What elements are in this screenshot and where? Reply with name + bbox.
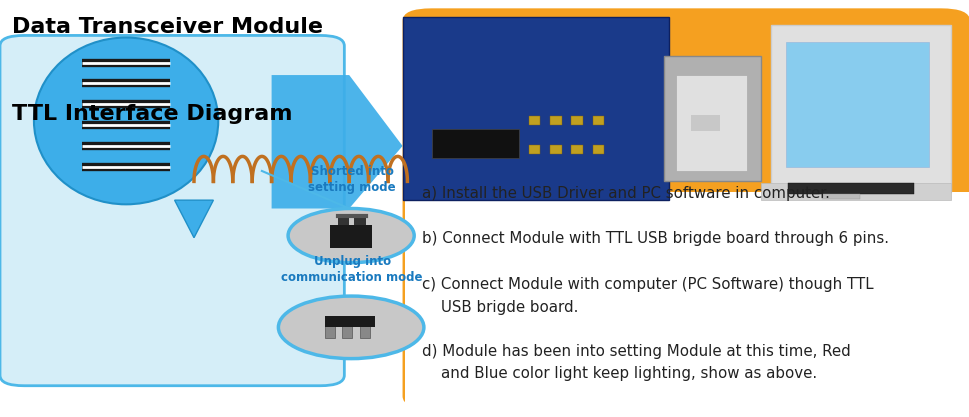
Bar [337, 215, 349, 225]
Bar [325, 316, 375, 327]
Bar [329, 225, 372, 248]
Bar [770, 25, 950, 192]
Bar [592, 145, 604, 154]
Bar [592, 116, 604, 125]
Bar [690, 115, 719, 131]
Bar [342, 317, 352, 338]
Text: b) Connect Module with TTL USB brigde board through 6 pins.: b) Connect Module with TTL USB brigde bo… [422, 231, 888, 246]
Bar [549, 116, 561, 125]
Text: Unplug into
communication mode: Unplug into communication mode [281, 254, 422, 284]
Bar [528, 116, 540, 125]
Bar [787, 183, 913, 194]
Bar [359, 317, 369, 338]
Text: Data Transceiver Module: Data Transceiver Module [12, 17, 323, 37]
Polygon shape [271, 75, 402, 208]
Bar [528, 145, 540, 154]
FancyBboxPatch shape [0, 35, 344, 386]
Text: d) Module has been into setting Module at this time, Red
    and Blue color ligh: d) Module has been into setting Module a… [422, 344, 850, 381]
Bar [325, 317, 334, 338]
Text: TTL Interface Diagram: TTL Interface Diagram [12, 104, 292, 124]
Bar [675, 75, 746, 171]
Text: c) Connect Module with computer (PC Software) though TTL
    USB brigde board.: c) Connect Module with computer (PC Soft… [422, 277, 873, 314]
Bar [402, 17, 669, 200]
Bar [571, 116, 582, 125]
Circle shape [288, 208, 414, 263]
Bar [405, 192, 969, 417]
Bar [431, 129, 518, 158]
Bar [761, 183, 950, 200]
Text: Shorted into
setting mode: Shorted into setting mode [308, 165, 395, 194]
Bar [354, 215, 365, 225]
Polygon shape [174, 200, 213, 238]
Bar [549, 145, 561, 154]
Bar [821, 194, 860, 199]
Text: a) Install the USB Driver and PC software in computer.: a) Install the USB Driver and PC softwar… [422, 186, 828, 201]
Circle shape [278, 296, 423, 359]
Bar [664, 56, 761, 181]
Bar [571, 145, 582, 154]
FancyBboxPatch shape [402, 8, 969, 409]
Ellipse shape [34, 38, 218, 204]
Bar [785, 42, 928, 167]
